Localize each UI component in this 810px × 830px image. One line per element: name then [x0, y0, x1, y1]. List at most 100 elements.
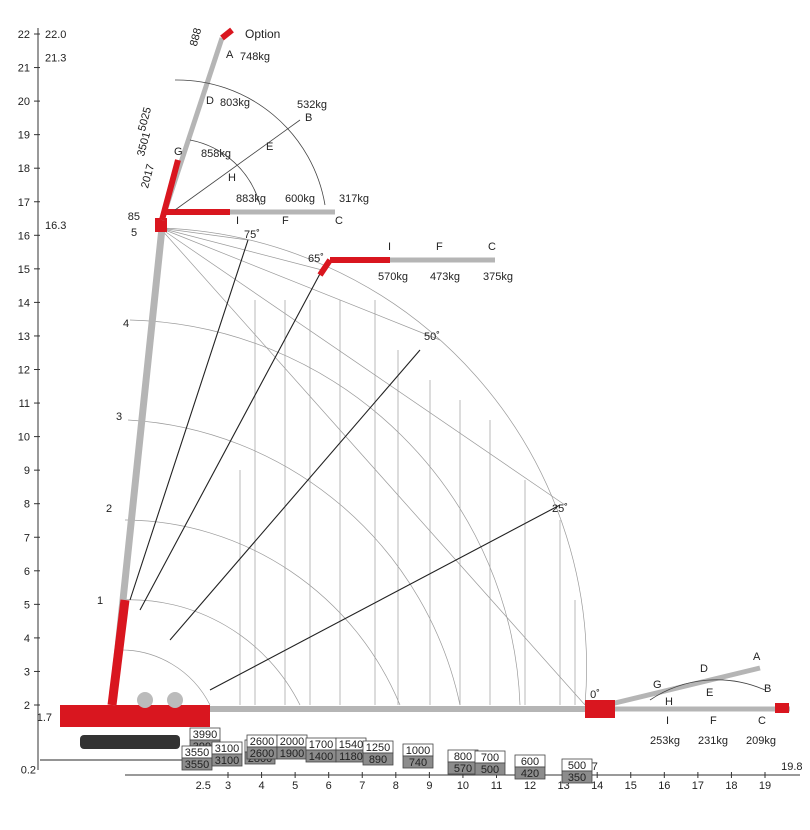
y-extra-label: 22.0 [45, 29, 66, 41]
y-tick-label: 2 [24, 700, 30, 712]
x-tick-label: 17 [692, 780, 704, 792]
x-tick-label: 15 [625, 780, 637, 792]
y-tick-label: 12 [18, 365, 30, 377]
y-tick-label: 15 [18, 264, 30, 276]
boom-section-label: 3 [116, 411, 122, 423]
boom-section-label: 2 [106, 503, 112, 515]
x-tick-label: 18 [725, 780, 737, 792]
y-tick-label: 17 [18, 197, 30, 209]
x-tick-label: 19 [759, 780, 771, 792]
jib-85-labels: A 748kg D 803kg G 858kg H I 883kg F 600kg C 317kg B53… [174, 49, 369, 227]
y-tick-label: 14 [18, 297, 30, 309]
load-box-bottom [561, 770, 593, 784]
jib-0-point-label: F [710, 715, 717, 727]
boom-section-label: 4 [123, 318, 129, 330]
jib-0-labels: A D G B E HI 253kg F 231kg C 209kg [650, 651, 776, 747]
y-tick-label: 5 [24, 599, 30, 611]
x-tick-label: 9 [426, 780, 432, 792]
y-tick-label: 7 [24, 532, 30, 544]
jib-85-point-label: F [282, 215, 289, 227]
jib-0-load-label: 231kg [698, 735, 728, 747]
jib-dimension-label: 5025 [136, 106, 154, 133]
x-tick-label: 6 [326, 780, 332, 792]
x-extra-label: 2.5 [196, 780, 211, 792]
boom-section-labels: 1 2 3 4 5 [97, 227, 137, 607]
x-tick-label: 8 [393, 780, 399, 792]
working-range-diagonals [129, 239, 561, 691]
y-tick-label: 19 [18, 130, 30, 142]
boom-section-label: 5 [131, 227, 137, 239]
jib-85-load-label: 600kg [285, 193, 315, 205]
jib-85-load-label: 317kg [339, 193, 369, 205]
jib-65-labels: I 570kg F 473kg C 375kg [378, 241, 513, 283]
load-box-bottom-value: 3550 [185, 759, 209, 771]
jib-0-point-label: D [700, 663, 708, 675]
load-box-top-value: 800 [454, 751, 472, 763]
load-box-top-value: 3100 [215, 743, 239, 755]
jib-85-point-label: G [174, 146, 183, 158]
crane-carrier [40, 692, 210, 761]
working-range-grid [117, 227, 587, 706]
jib-dimension-label: 888 [188, 27, 204, 48]
load-box-bottom-value: 3100 [215, 755, 239, 767]
jib-85 [159, 27, 335, 221]
y-extra-label: 0.2 [21, 764, 36, 776]
angle-label: 65˚ [308, 253, 324, 265]
x-extra-label: 19.8 [781, 761, 802, 773]
jib-0-point-label: E [706, 687, 713, 699]
angle-label: 75˚ [244, 229, 260, 241]
x-tick-label: 14 [591, 780, 603, 792]
y-tick-label: 6 [24, 566, 30, 578]
load-box-bottom-value: 740 [409, 757, 427, 769]
jib-85-point-label: D [206, 95, 214, 107]
jib-0-load-label: 253kg [650, 735, 680, 747]
load-box-bottom-value: 1400 [309, 751, 333, 763]
load-box-top-value: 1700 [309, 739, 333, 751]
x-tick-label: 16 [658, 780, 670, 792]
x-tick-label: 12 [524, 780, 536, 792]
jib-65-point-label: I [388, 241, 391, 253]
jib-85-load-label: 803kg [220, 97, 250, 109]
jib-65-load-label: 570kg [378, 271, 408, 283]
load-box-bottom-value: 350 [568, 772, 586, 784]
jib-85-point-label: E [266, 141, 273, 153]
jib-option-label: Option [245, 27, 280, 41]
load-box-bottom [362, 752, 394, 766]
y-tick-label: 4 [24, 633, 30, 645]
load-box-top-value: 500 [568, 760, 586, 772]
x-tick-label: 5 [292, 780, 298, 792]
load-box-bottom [402, 755, 434, 769]
load-box-bottom-value: 2600 [250, 748, 274, 760]
jib-0-point-label: I [666, 715, 669, 727]
jib-dimension-label: 3501 [135, 131, 153, 158]
load-box-bottom-value: 1900 [280, 748, 304, 760]
jib-65 [317, 257, 495, 277]
y-tick-label: 20 [18, 96, 30, 108]
jib-85-load-label: 748kg [240, 51, 270, 63]
load-box-bottom-value: 500 [481, 764, 499, 776]
y-tick-label: 9 [24, 465, 30, 477]
angle-label: 50˚ [424, 331, 440, 343]
load-box-bottom-value: 570 [454, 763, 472, 775]
jib-85-point-label: H [228, 172, 236, 184]
jib-0-point-label: H [665, 696, 673, 708]
load-box-top-value: 1540 [339, 739, 363, 751]
jib-0-load-label: 209kg [746, 735, 776, 747]
jib-65-point-label: F [436, 241, 443, 253]
jib-65-point-label: C [488, 241, 496, 253]
y-tick-label: 16 [18, 230, 30, 242]
y-tick-label: 13 [18, 331, 30, 343]
main-boom [107, 218, 167, 706]
load-box-top-value: 3990 [193, 729, 217, 741]
jib-85-load-label: 883kg [236, 193, 266, 205]
load-box-top-value: 1250 [366, 742, 390, 754]
y-tick-label: 11 [19, 398, 30, 410]
jib-65-load-label: 375kg [483, 271, 513, 283]
boom-angle-label: 85 [128, 211, 140, 223]
load-box-top-value: 3550 [185, 747, 209, 759]
y-tick-label: 3 [24, 666, 30, 678]
y-tick-label: 8 [24, 499, 30, 511]
y-extra-label: 1.7 [37, 712, 52, 724]
x-tick-label: 11 [491, 780, 502, 792]
